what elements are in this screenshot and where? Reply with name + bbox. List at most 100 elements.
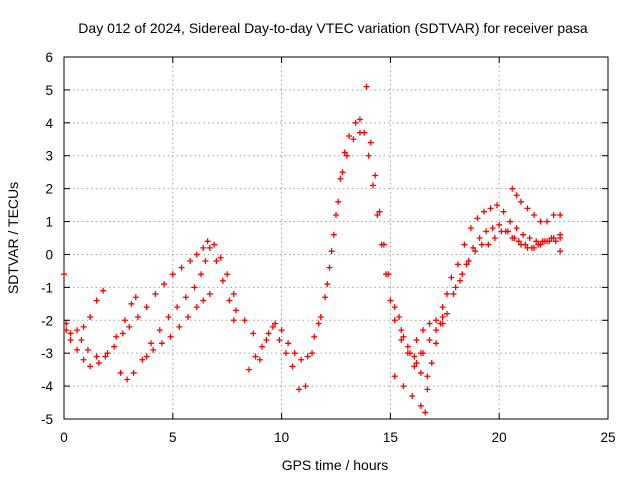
data-point — [487, 205, 494, 212]
data-point — [537, 241, 544, 248]
data-point — [413, 360, 420, 367]
data-series — [396, 290, 450, 367]
data-point — [167, 333, 174, 340]
data-point — [185, 313, 192, 320]
data-point — [476, 235, 483, 241]
data-point — [356, 116, 363, 123]
data-points — [61, 83, 564, 416]
data-point — [245, 366, 252, 373]
data-point — [398, 327, 405, 334]
data-point — [454, 261, 461, 268]
data-point — [256, 356, 263, 363]
data-point — [396, 313, 403, 320]
data-point — [113, 333, 120, 340]
data-point — [363, 83, 370, 90]
data-point — [95, 360, 102, 367]
data-point — [158, 340, 165, 347]
data-point — [413, 337, 420, 344]
data-point — [557, 211, 564, 218]
data-series — [452, 228, 564, 291]
data-point — [169, 271, 176, 278]
y-tick-label: 3 — [45, 149, 53, 164]
data-point — [472, 248, 479, 255]
data-point — [87, 313, 94, 320]
data-point — [272, 320, 279, 327]
data-point — [211, 241, 218, 248]
data-point — [417, 402, 424, 409]
data-point — [119, 330, 126, 337]
data-point — [391, 373, 398, 380]
data-point — [326, 264, 333, 271]
data-point — [156, 327, 163, 334]
data-point — [84, 346, 91, 353]
data-series — [448, 202, 564, 281]
data-point — [496, 221, 503, 228]
data-point — [420, 327, 427, 334]
data-point — [250, 330, 257, 337]
data-series — [391, 304, 446, 416]
x-tick-labels: 0 5 10 15 20 25 — [60, 430, 615, 445]
y-tick-label: -2 — [41, 313, 53, 328]
data-point — [150, 346, 157, 353]
data-point — [296, 386, 303, 393]
data-point — [143, 304, 150, 311]
data-point — [289, 363, 296, 370]
data-point — [102, 353, 109, 360]
data-point — [93, 297, 100, 304]
data-point — [550, 211, 557, 218]
data-point — [232, 307, 239, 314]
data-point — [93, 353, 100, 360]
data-series — [63, 294, 139, 370]
data-point — [411, 363, 418, 370]
data-point — [230, 317, 237, 324]
y-tick-label: 4 — [45, 116, 53, 131]
data-point — [226, 297, 233, 304]
data-point — [391, 304, 398, 311]
data-point — [387, 297, 394, 304]
data-point — [531, 211, 538, 218]
data-point — [356, 129, 363, 136]
data-point — [128, 300, 135, 307]
data-point — [200, 297, 207, 304]
data-point — [298, 356, 305, 363]
data-point — [443, 310, 450, 317]
data-point — [315, 320, 322, 327]
data-point — [200, 244, 207, 251]
data-point — [439, 313, 446, 320]
data-point — [165, 313, 172, 320]
data-point — [339, 169, 346, 176]
data-point — [498, 228, 505, 235]
data-point — [515, 238, 522, 245]
data-point — [191, 284, 198, 291]
data-point — [67, 337, 74, 344]
data-point — [480, 208, 487, 215]
data-point — [174, 304, 181, 311]
data-point — [74, 346, 81, 353]
data-point — [130, 369, 137, 376]
y-tick-label: -3 — [41, 346, 53, 361]
data-point — [126, 323, 133, 330]
data-point — [420, 350, 427, 357]
data-point — [526, 235, 533, 241]
data-point — [206, 244, 213, 251]
data-point — [433, 340, 440, 347]
data-point — [504, 228, 511, 235]
data-point — [461, 241, 468, 248]
data-point — [478, 241, 485, 248]
data-point — [193, 304, 200, 311]
data-point — [111, 343, 118, 350]
data-point — [524, 205, 531, 212]
x-tick-label: 15 — [383, 430, 398, 445]
data-point — [87, 363, 94, 370]
x-tick-label: 20 — [492, 430, 507, 445]
data-point — [406, 350, 413, 357]
data-point — [465, 258, 472, 265]
data-point — [352, 119, 359, 126]
data-point — [204, 238, 211, 245]
x-tick-label: 25 — [600, 430, 615, 445]
data-point — [304, 353, 311, 360]
data-point — [428, 360, 435, 367]
data-point — [433, 317, 440, 324]
data-point — [557, 231, 564, 238]
